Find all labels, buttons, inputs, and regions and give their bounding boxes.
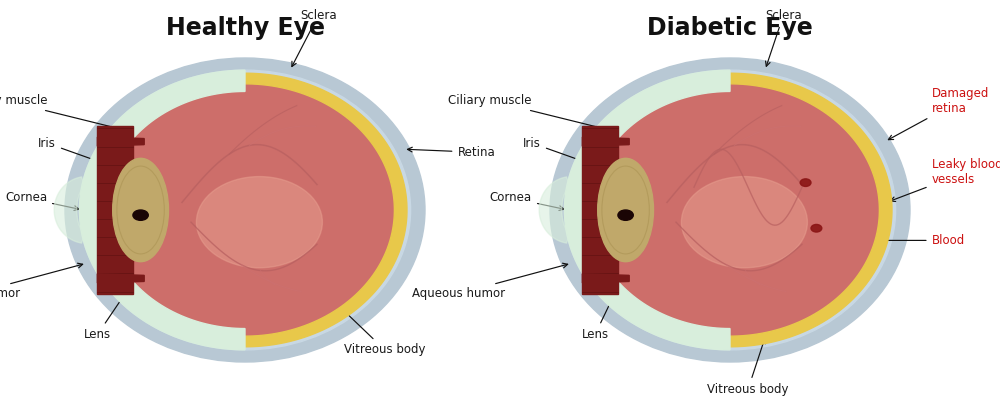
Ellipse shape (618, 210, 633, 220)
Polygon shape (582, 274, 629, 283)
Ellipse shape (550, 58, 910, 362)
Polygon shape (97, 127, 133, 294)
Text: Sclera: Sclera (765, 9, 802, 66)
Polygon shape (54, 177, 85, 243)
Text: Lens: Lens (84, 274, 138, 341)
Text: Iris: Iris (523, 137, 597, 167)
Text: Leaky blood
vessels: Leaky blood vessels (890, 158, 1000, 201)
Text: Aqueous humor: Aqueous humor (0, 263, 83, 300)
Text: Aqueous humor: Aqueous humor (412, 263, 568, 300)
Text: Ciliary muscle: Ciliary muscle (0, 94, 137, 134)
Text: Ciliary muscle: Ciliary muscle (448, 94, 622, 134)
Ellipse shape (133, 210, 148, 220)
Ellipse shape (90, 79, 400, 341)
Text: Cornea: Cornea (490, 191, 564, 211)
Text: Retina: Retina (407, 146, 495, 159)
Polygon shape (539, 177, 570, 243)
Polygon shape (564, 70, 730, 350)
Ellipse shape (65, 58, 425, 362)
Ellipse shape (598, 158, 654, 261)
Text: Iris: Iris (38, 137, 112, 167)
Ellipse shape (564, 70, 896, 350)
Text: Damaged
retina: Damaged retina (888, 86, 989, 140)
Polygon shape (582, 127, 618, 294)
Ellipse shape (575, 79, 885, 341)
Polygon shape (79, 70, 245, 350)
Text: Blood: Blood (882, 234, 965, 247)
Text: Lens: Lens (581, 275, 624, 341)
Text: Sclera: Sclera (292, 9, 337, 66)
Text: Diabetic Eye: Diabetic Eye (647, 16, 813, 40)
Polygon shape (670, 73, 892, 347)
Ellipse shape (811, 224, 822, 232)
Ellipse shape (800, 179, 811, 186)
Polygon shape (582, 137, 629, 146)
Text: Vitreous body: Vitreous body (329, 297, 426, 356)
Text: Healthy Eye: Healthy Eye (166, 16, 324, 40)
Ellipse shape (79, 70, 411, 350)
Polygon shape (97, 137, 144, 146)
Ellipse shape (113, 158, 169, 261)
Ellipse shape (681, 177, 807, 268)
Text: Vitreous body: Vitreous body (707, 339, 789, 396)
Text: Cornea: Cornea (5, 191, 79, 211)
Polygon shape (97, 274, 144, 283)
Ellipse shape (196, 177, 322, 268)
Polygon shape (185, 73, 407, 347)
